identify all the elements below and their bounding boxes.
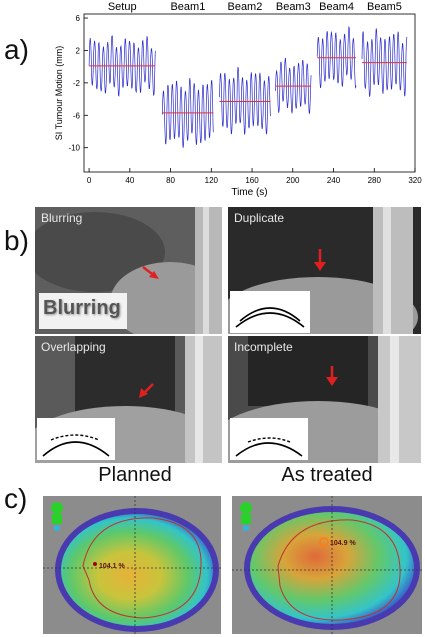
segment-title: Beam3 [276,1,311,13]
map-title-as-treated: As treated [281,464,373,486]
max-dose-label: 104.1 % [99,563,125,570]
y-tick-label: -2 [73,79,81,88]
y-tick-label: 6 [76,14,81,23]
ct-blurring: Blurring Blurring [35,207,222,334]
ct-label: Duplicate [234,211,285,225]
segment-title: Beam5 [367,1,402,13]
motion-trace [162,77,214,148]
ct-overlapping: Overlapping [35,336,222,463]
x-tick-label: 0 [87,176,92,185]
inset-overlapping [37,418,115,460]
plot-frame [83,13,416,173]
x-tick-label: 40 [125,176,134,185]
y-tick-label: -6 [73,111,81,120]
x-tick-label: 200 [286,176,300,185]
max-dose-label: 104.9 % [330,540,356,547]
y-axis-label: SI Tumour Motion (mm) [54,46,64,141]
panel-letter-b: b) [4,225,29,256]
panel-letter-a: a) [4,34,29,65]
dose-map-planned: 104.1 % [43,496,221,634]
x-tick-label: 280 [368,176,382,185]
ct-duplicate: Duplicate [228,207,421,334]
y-tick-label: 2 [76,46,81,55]
segment-title: Beam2 [227,1,262,13]
x-axis-label: Time (s) [231,187,267,198]
motion-trace [88,35,156,97]
ct-incomplete: Incomplete [228,336,421,463]
segment-title: Setup [108,1,137,13]
inset-blurring: Blurring [39,293,127,329]
inset-incomplete [230,418,308,460]
ct-label: Blurring [41,211,83,225]
tumour-motion-chart: 0 40 80 120 160 200 240 280 320 -10 -6 -2 2 6 Time (s)… [54,1,422,198]
x-tick-label: 160 [245,176,259,185]
ct-label: Overlapping [41,340,106,354]
panel-letter-c: c) [4,483,28,514]
inset-duplicate [230,291,310,333]
ct-label: Incomplete [234,340,293,354]
x-tick-label: 240 [327,176,341,185]
motion-trace [275,57,312,115]
map-title-planned: Planned [98,464,172,486]
motion-trace [361,28,408,97]
motion-trace [316,25,357,89]
motion-trace [219,66,271,135]
dose-map-as-treated: 104.9 % [232,496,422,634]
inset-blurring-text: Blurring [43,297,121,319]
segment-title: Beam1 [170,1,205,13]
x-tick-label: 120 [205,176,219,185]
x-tick-label: 320 [408,176,422,185]
y-tick-label: -10 [68,144,80,153]
x-tick-label: 80 [166,176,175,185]
segment-title: Beam4 [319,1,354,13]
